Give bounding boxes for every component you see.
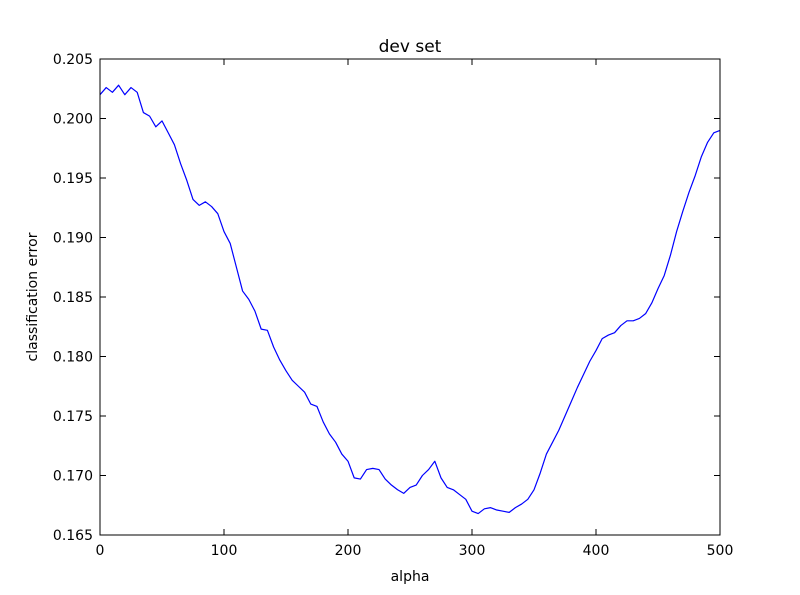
y-ticks: 0.165 0.170 0.175 0.180 0.185 0.190 0.195 0.200… — [53, 52, 720, 544]
y-axis-label: classification error — [25, 232, 41, 361]
y-tick-label: 0.205 — [53, 52, 93, 68]
x-tick-label: 500 — [707, 543, 734, 559]
x-axis-label: alpha — [391, 569, 430, 585]
x-ticks: 0 100 200 300 400 500 — [96, 59, 734, 559]
x-tick-label: 400 — [583, 543, 610, 559]
x-tick-label: 0 — [96, 543, 105, 559]
y-tick-label: 0.195 — [53, 171, 93, 187]
plot-frame — [99, 58, 721, 536]
y-tick-label: 0.170 — [53, 469, 93, 485]
x-tick-label: 200 — [335, 543, 362, 559]
chart-title: dev set — [379, 37, 442, 57]
y-tick-label: 0.185 — [53, 290, 93, 306]
y-tick-label: 0.180 — [53, 350, 93, 366]
series-line — [99, 84, 721, 515]
y-tick-label: 0.175 — [53, 409, 93, 425]
y-tick-label: 0.200 — [53, 112, 93, 128]
y-tick-label: 0.165 — [53, 528, 93, 544]
y-tick-label: 0.190 — [53, 231, 93, 247]
x-tick-label: 100 — [211, 543, 238, 559]
x-tick-label: 300 — [459, 543, 486, 559]
